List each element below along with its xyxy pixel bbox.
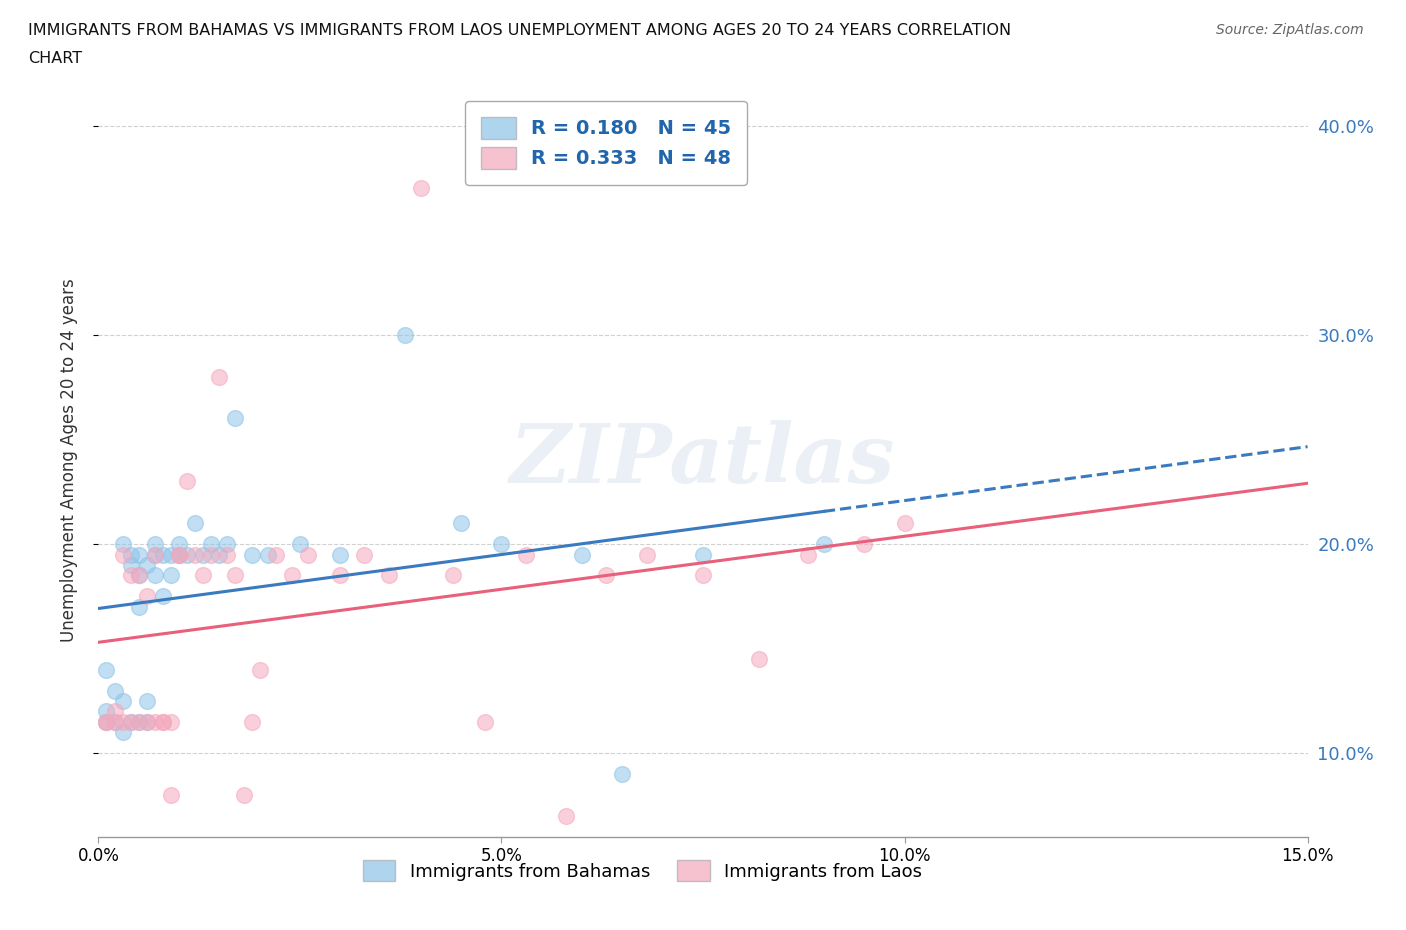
Point	[515, 547, 537, 562]
Point	[120, 714, 142, 729]
Point	[813, 537, 835, 551]
Point	[612, 766, 634, 781]
Point	[853, 537, 876, 551]
Point	[329, 568, 352, 583]
Legend: Immigrants from Bahamas, Immigrants from Laos: Immigrants from Bahamas, Immigrants from…	[356, 853, 929, 888]
Point	[297, 547, 319, 562]
Point	[176, 547, 198, 562]
Point	[96, 714, 118, 729]
Point	[128, 600, 150, 615]
Point	[217, 537, 239, 551]
Point	[224, 411, 246, 426]
Point	[217, 547, 239, 562]
Point	[748, 652, 770, 667]
Point	[353, 547, 375, 562]
Y-axis label: Unemployment Among Ages 20 to 24 years: Unemployment Among Ages 20 to 24 years	[59, 278, 77, 643]
Point	[160, 547, 183, 562]
Point	[111, 537, 134, 551]
Point	[450, 516, 472, 531]
Point	[152, 547, 174, 562]
Point	[692, 547, 714, 562]
Point	[143, 547, 166, 562]
Point	[128, 547, 150, 562]
Point	[240, 714, 263, 729]
Text: IMMIGRANTS FROM BAHAMAS VS IMMIGRANTS FROM LAOS UNEMPLOYMENT AMONG AGES 20 TO 24: IMMIGRANTS FROM BAHAMAS VS IMMIGRANTS FR…	[28, 23, 1011, 38]
Point	[193, 547, 215, 562]
Point	[143, 568, 166, 583]
Point	[474, 714, 496, 729]
Point	[143, 547, 166, 562]
Point	[184, 547, 207, 562]
Text: ZIPatlas: ZIPatlas	[510, 420, 896, 500]
Point	[135, 589, 157, 604]
Point	[120, 557, 142, 572]
Point	[160, 788, 183, 803]
Point	[152, 714, 174, 729]
Point	[595, 568, 617, 583]
Point	[96, 714, 118, 729]
Point	[111, 694, 134, 709]
Point	[128, 714, 150, 729]
Point	[281, 568, 304, 583]
Point	[103, 714, 125, 729]
Point	[394, 327, 416, 342]
Point	[491, 537, 513, 551]
Point	[135, 714, 157, 729]
Point	[409, 181, 432, 196]
Point	[200, 537, 222, 551]
Point	[160, 568, 183, 583]
Point	[441, 568, 464, 583]
Point	[135, 557, 157, 572]
Point	[111, 547, 134, 562]
Text: Source: ZipAtlas.com: Source: ZipAtlas.com	[1216, 23, 1364, 37]
Point	[128, 714, 150, 729]
Point	[103, 704, 125, 719]
Point	[636, 547, 658, 562]
Point	[128, 568, 150, 583]
Point	[208, 547, 231, 562]
Point	[571, 547, 593, 562]
Point	[555, 809, 578, 824]
Point	[135, 714, 157, 729]
Point	[240, 547, 263, 562]
Point	[797, 547, 820, 562]
Point	[256, 547, 278, 562]
Point	[232, 788, 254, 803]
Point	[152, 714, 174, 729]
Point	[96, 714, 118, 729]
Text: CHART: CHART	[28, 51, 82, 66]
Point	[377, 568, 399, 583]
Point	[143, 714, 166, 729]
Point	[111, 725, 134, 740]
Point	[120, 714, 142, 729]
Point	[152, 589, 174, 604]
Point	[893, 516, 915, 531]
Point	[329, 547, 352, 562]
Point	[103, 683, 125, 698]
Point	[288, 537, 311, 551]
Point	[120, 568, 142, 583]
Point	[176, 473, 198, 489]
Point	[167, 537, 190, 551]
Point	[224, 568, 246, 583]
Point	[692, 568, 714, 583]
Point	[167, 547, 190, 562]
Point	[96, 704, 118, 719]
Point	[135, 694, 157, 709]
Point	[167, 547, 190, 562]
Point	[160, 714, 183, 729]
Point	[120, 547, 142, 562]
Point	[143, 537, 166, 551]
Point	[264, 547, 287, 562]
Point	[111, 714, 134, 729]
Point	[200, 547, 222, 562]
Point	[249, 662, 271, 677]
Point	[96, 662, 118, 677]
Point	[167, 547, 190, 562]
Point	[103, 714, 125, 729]
Point	[184, 516, 207, 531]
Point	[208, 369, 231, 384]
Point	[128, 568, 150, 583]
Point	[193, 568, 215, 583]
